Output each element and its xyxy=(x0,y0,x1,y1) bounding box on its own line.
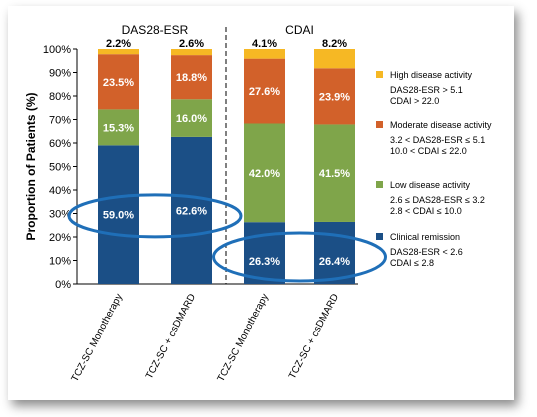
y-tick-label: 30% xyxy=(49,209,71,221)
bar-segment xyxy=(244,222,285,284)
legend-definition: CDAI ≤ 2.8 xyxy=(390,258,434,268)
bar-segment xyxy=(244,58,285,124)
legend-swatch xyxy=(376,71,383,78)
legend-label: Clinical remission xyxy=(390,232,460,242)
legend-label: Low disease activity xyxy=(390,180,471,190)
bar-segment xyxy=(98,54,139,110)
y-tick-label: 50% xyxy=(49,162,71,174)
legend-swatch xyxy=(376,233,383,240)
bar-segment xyxy=(314,221,355,284)
bar-segment xyxy=(314,49,355,69)
legend-definition: CDAI > 22.0 xyxy=(390,96,439,106)
data-label: 4.1% xyxy=(252,38,277,50)
highlight-ellipse-das28 xyxy=(67,193,243,239)
legend-label: High disease activity xyxy=(390,70,473,80)
group-label: DAS28-ESR xyxy=(122,23,189,37)
x-tick-label: TCZ-SC Monotherapy xyxy=(70,292,126,384)
bar-segment xyxy=(171,49,212,56)
y-tick-label: 20% xyxy=(49,232,71,244)
data-label: 27.6% xyxy=(249,86,280,98)
data-label: 23.5% xyxy=(103,77,134,89)
bar-segment xyxy=(171,55,212,100)
chart-card: 0% 10% 20% 30% 40% 50% 60% 70% 80% 90% 100% Proport… xyxy=(8,6,514,400)
y-tick-label: 80% xyxy=(49,91,71,103)
legend-definition: 2.6 ≤ DAS28-ESR ≤ 3.2 xyxy=(390,195,485,205)
y-tick-label: 60% xyxy=(49,138,71,150)
legend-definition: DAS28-ESR < 2.6 xyxy=(390,247,463,257)
stacked-bar-chart: 0% 10% 20% 30% 40% 50% 60% 70% 80% 90% 100% Proport… xyxy=(24,23,492,384)
data-label: 26.4% xyxy=(319,256,350,268)
y-tick-label: 90% xyxy=(49,68,71,80)
bar-segment xyxy=(171,99,212,137)
legend-definition: 3.2 < DAS28-ESR ≤ 5.1 xyxy=(390,135,485,145)
data-label: 8.2% xyxy=(322,38,347,50)
y-tick-label: 40% xyxy=(49,185,71,197)
legend-swatch xyxy=(376,121,383,128)
data-label: 62.6% xyxy=(176,205,207,217)
data-label: 2.2% xyxy=(106,38,131,50)
y-tick-label: 70% xyxy=(49,115,71,127)
data-label: 15.3% xyxy=(103,122,134,134)
x-tick-label: TCZ-SC + csDMARD xyxy=(287,292,341,381)
legend-label: Moderate disease activity xyxy=(390,120,492,130)
y-tick-label: 0% xyxy=(55,279,71,291)
bar-segment xyxy=(314,68,355,125)
bar-segment xyxy=(244,123,285,223)
x-tick-label: TCZ-SC + csDMARD xyxy=(144,292,198,381)
bar-segment xyxy=(98,49,139,55)
data-label: 59.0% xyxy=(103,210,134,222)
data-label: 42.0% xyxy=(249,168,280,180)
legend-definition: DAS28-ESR > 5.1 xyxy=(390,85,463,95)
y-tick-label: 10% xyxy=(49,256,71,268)
data-label: 26.3% xyxy=(249,256,280,268)
legend-definition: 2.8 < CDAI ≤ 10.0 xyxy=(390,206,462,216)
data-label: 16.0% xyxy=(176,113,207,125)
group-label: CDAI xyxy=(285,23,314,37)
legend-definition: 10.0 < CDAI ≤ 22.0 xyxy=(390,146,467,156)
bar-segment xyxy=(98,145,139,284)
bar-segment xyxy=(171,136,212,284)
data-label: 23.9% xyxy=(319,91,350,103)
bar-segment xyxy=(98,109,139,146)
y-tick-label: 100% xyxy=(43,44,71,56)
data-label: 2.6% xyxy=(179,38,204,50)
highlight-ellipse-cdai xyxy=(212,231,387,283)
bar-segment xyxy=(244,49,285,59)
data-label: 18.8% xyxy=(176,72,207,84)
data-label: 41.5% xyxy=(319,168,350,180)
y-axis-label: Proportion of Patients (%) xyxy=(24,93,38,241)
bar-segment xyxy=(314,124,355,222)
legend-swatch xyxy=(376,181,383,188)
x-tick-label: TCZ-SC Monotherapy xyxy=(216,292,272,384)
